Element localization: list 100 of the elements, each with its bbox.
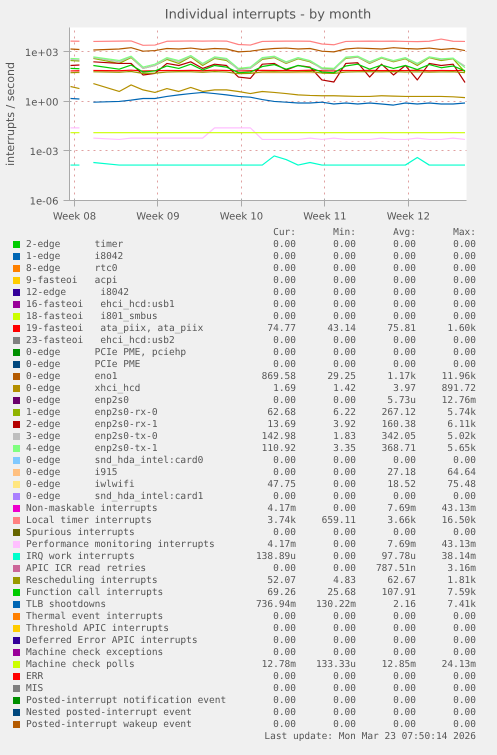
legend-label: 9-fasteoi acpi — [26, 275, 118, 286]
text: 0.00 — [333, 527, 356, 538]
legend-label: Spurious interrupts — [26, 527, 135, 538]
legend-label: Posted-interrupt notification event — [26, 695, 226, 706]
text: Max: — [453, 227, 476, 238]
legend-label: 19-fasteoi ata_piix, ata_piix — [26, 323, 204, 334]
legend-label: 0-edge i915 — [26, 467, 118, 478]
text: 0.00 — [393, 335, 416, 346]
y-axis-title: interrupts / second — [4, 62, 17, 166]
text: 75.48 — [447, 479, 476, 490]
text: 24.13m — [442, 659, 476, 670]
legend-label: 1-edge i8042 — [26, 251, 124, 262]
text: 25.68 — [327, 587, 356, 598]
text: 0.00 — [333, 311, 356, 322]
legend-label: Thermal event interrupts — [26, 611, 164, 622]
text: 97.78u — [382, 551, 416, 562]
x-tick-label: Week 11 — [303, 212, 347, 222]
text: 0.00 — [393, 527, 416, 538]
x-tick-label: Week 12 — [386, 212, 430, 222]
text: 0.00 — [333, 647, 356, 658]
x-tick-label: Week 08 — [52, 212, 96, 222]
text: 3.16m — [447, 563, 476, 574]
text: 0.00 — [333, 695, 356, 706]
text: 0.00 — [333, 275, 356, 286]
text: 7.69m — [387, 539, 416, 550]
text: 0.00 — [453, 635, 476, 646]
text: 0.00 — [273, 671, 296, 682]
text: 0.00 — [393, 695, 416, 706]
text: 0.00 — [453, 647, 476, 658]
legend-label: 0-edge snd_hda_intel:card0 — [26, 455, 204, 466]
text: 13.69 — [267, 419, 296, 430]
text: 0.00 — [453, 527, 476, 538]
legend-label: TLB shootdowns — [26, 599, 106, 610]
text: 0.00 — [453, 287, 476, 298]
text: 0.00 — [273, 395, 296, 406]
legend-label: Local timer interrupts — [26, 515, 152, 526]
text: 0.00 — [393, 239, 416, 250]
text: 0.00 — [393, 287, 416, 298]
text: 0.00 — [333, 491, 356, 502]
text: 12.85m — [382, 659, 416, 670]
text: 0.00 — [333, 287, 356, 298]
text: 0.00 — [393, 251, 416, 262]
text: 29.25 — [327, 371, 356, 382]
text: 0.00 — [333, 263, 356, 274]
legend-label: ERR — [26, 671, 44, 682]
text: 0.00 — [393, 275, 416, 286]
text: 0.00 — [273, 299, 296, 310]
text: 0.00 — [273, 707, 296, 718]
text: 18.52 — [387, 479, 416, 490]
text: 0.00 — [333, 635, 356, 646]
text: 133.33u — [316, 659, 356, 670]
text: 0.00 — [273, 467, 296, 478]
y-tick-label: 1e-03 — [30, 146, 59, 158]
legend-label: IRQ work interrupts — [26, 551, 135, 562]
text: 12.76m — [442, 395, 476, 406]
text: 0.00 — [333, 623, 356, 634]
text: 62.68 — [267, 407, 296, 418]
text: Cur: — [273, 227, 296, 238]
text: 0.00 — [393, 455, 416, 466]
text: 787.51n — [376, 563, 416, 574]
text: 368.71 — [382, 443, 416, 454]
text: 0.00 — [453, 239, 476, 250]
text: 0.00 — [333, 611, 356, 622]
text: 130.22m — [316, 599, 356, 610]
text: 0.00 — [273, 347, 296, 358]
text: 0.00 — [393, 635, 416, 646]
y-tick-label: 1e+00 — [24, 97, 59, 108]
text: 142.98 — [262, 431, 296, 442]
text: 0.00 — [273, 683, 296, 694]
text: 0.00 — [453, 347, 476, 358]
text: 43.13m — [442, 539, 476, 550]
text: 0.00 — [333, 719, 356, 730]
text: 0.00 — [273, 251, 296, 262]
legend-label: 16-fasteoi ehci_hcd:usb1 — [26, 299, 175, 310]
text: 0.00 — [333, 503, 356, 514]
text: Avg: — [393, 227, 416, 238]
legend-label: 0-edge snd_hda_intel:card1 — [26, 491, 204, 502]
legend-label: 0-edge eno1 — [26, 371, 118, 382]
text: 7.41k — [447, 599, 476, 610]
text: 5.65k — [447, 443, 476, 454]
text: 0.00 — [273, 311, 296, 322]
text: 0.00 — [333, 563, 356, 574]
text: 0.00 — [273, 239, 296, 250]
text: 0.00 — [333, 299, 356, 310]
legend-label: Posted-interrupt wakeup event — [26, 719, 192, 730]
text: 3.35 — [333, 443, 356, 454]
text: 0.00 — [393, 359, 416, 370]
text: 267.12 — [382, 407, 416, 418]
text: 0.00 — [453, 719, 476, 730]
legend-label: Non-maskable interrupts — [26, 503, 158, 514]
legend-label: 18-fasteoi i801_smbus — [26, 311, 158, 322]
text: 0.00 — [333, 335, 356, 346]
text: 0.00 — [453, 623, 476, 634]
text: 47.75 — [267, 479, 296, 490]
text: 0.00 — [393, 491, 416, 502]
text: 0.00 — [273, 287, 296, 298]
legend-label: Nested posted-interrupt event — [26, 707, 192, 718]
text: 110.92 — [262, 443, 296, 454]
text: 0.00 — [273, 275, 296, 286]
text: 5.02k — [447, 431, 476, 442]
